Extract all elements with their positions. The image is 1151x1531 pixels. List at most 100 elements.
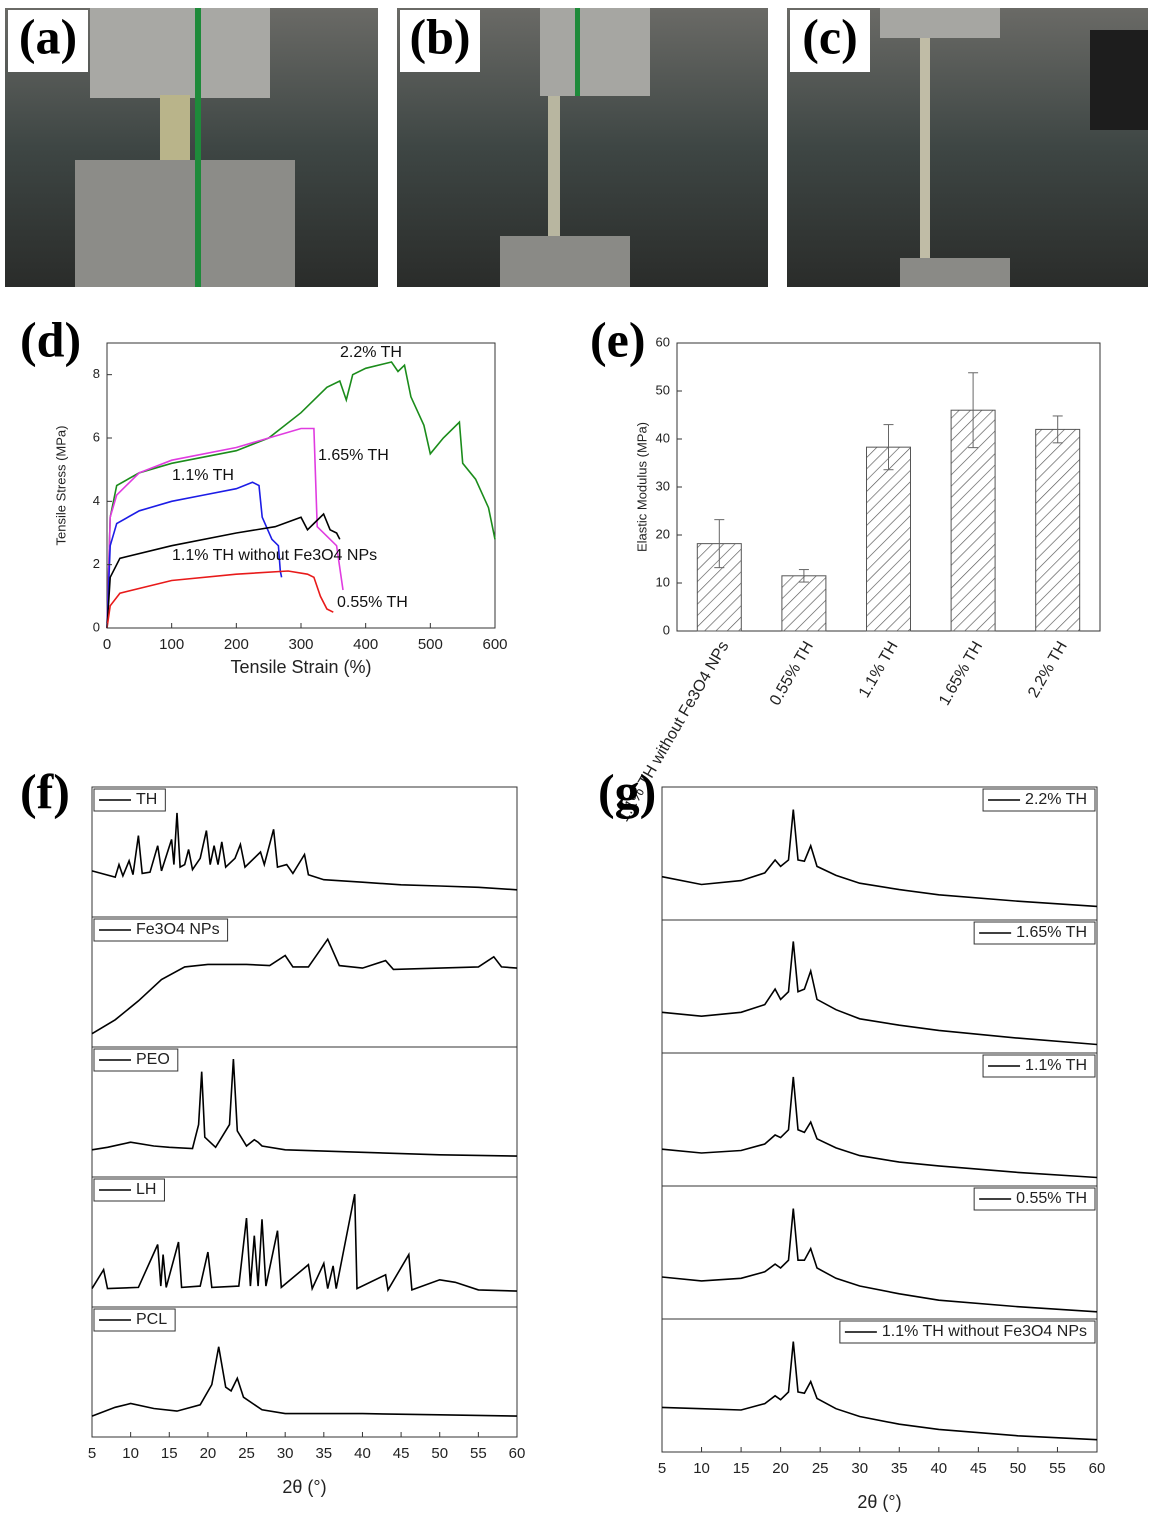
bar: [866, 446, 911, 632]
pattern-line: [91, 1059, 518, 1157]
x-axis-label: 2θ (°): [282, 1477, 326, 1497]
legend-label: LH: [136, 1181, 156, 1198]
line: [106, 427, 344, 629]
x-tick-label: 30: [851, 1460, 868, 1477]
x-tick-label: 40: [930, 1460, 947, 1477]
x-axis-label: Tensile Strain (%): [230, 657, 371, 677]
line: [106, 481, 283, 629]
legend-box: [982, 788, 1096, 812]
x-tick-label: 55: [470, 1445, 487, 1462]
x-axis-label: 2θ (°): [857, 1492, 901, 1512]
x-tick-label: 15: [733, 1460, 750, 1477]
series-label: 0.55% TH: [337, 594, 408, 611]
x-tick-label: 300: [288, 636, 313, 653]
legend-label: PCL: [136, 1311, 167, 1328]
legend-box: [982, 1054, 1096, 1078]
y-axis-label: Tensile Stress (MPa): [53, 426, 68, 546]
line: [106, 512, 341, 629]
pattern-line: [661, 1341, 1098, 1441]
x-tick-label: 35: [315, 1445, 332, 1462]
x-tick-label: 10: [122, 1445, 139, 1462]
x-tick-label: 60: [1089, 1460, 1106, 1477]
pattern-line: [91, 1193, 518, 1293]
y-tick-label: 20: [656, 526, 670, 541]
legend-label: 2.2% TH: [1025, 791, 1087, 808]
y-axis-label: Elastic Modulus (MPa): [634, 422, 649, 552]
plot-frame: [106, 342, 496, 629]
x-tick-label: 1.1% TH: [856, 639, 902, 701]
series-label: 1.1% TH: [172, 467, 234, 484]
x-tick-label: 45: [970, 1460, 987, 1477]
line: [106, 570, 334, 629]
photo-b: (b): [397, 8, 768, 287]
y-tick-label: 10: [656, 574, 670, 589]
x-tick-label: 0.55% TH: [767, 639, 817, 709]
legend-label: 1.1% TH: [1025, 1057, 1087, 1074]
y-tick-label: 40: [656, 430, 670, 445]
y-tick-label: 50: [656, 382, 670, 397]
x-tick-label: 1.65% TH: [936, 639, 986, 709]
y-tick-label: 6: [93, 429, 100, 444]
x-tick-label: 0: [103, 636, 111, 653]
y-tick-label: 8: [93, 366, 100, 381]
bar: [781, 575, 827, 632]
panel-label: (c): [802, 8, 858, 64]
x-tick-label: 30: [277, 1445, 294, 1462]
x-tick-label: 100: [159, 636, 184, 653]
x-tick-label: 200: [224, 636, 249, 653]
legend-label: 1.65% TH: [1016, 924, 1087, 941]
panel-label: (d): [20, 311, 81, 367]
x-tick-label: 50: [431, 1445, 448, 1462]
y-tick-label: 2: [93, 556, 100, 571]
pattern-line: [91, 1346, 518, 1417]
pattern-line: [661, 1076, 1098, 1179]
y-tick-label: 0: [93, 619, 100, 634]
x-tick-label: 400: [353, 636, 378, 653]
x-tick-label: 10: [693, 1460, 710, 1477]
x-tick-label: 600: [482, 636, 507, 653]
x-tick-label: 15: [161, 1445, 178, 1462]
subplot-frame: [661, 1318, 1098, 1453]
x-tick-label: 20: [200, 1445, 217, 1462]
x-tick-label: 5: [658, 1460, 666, 1477]
series-label: 2.2% TH: [340, 344, 402, 361]
x-tick-label: 500: [418, 636, 443, 653]
series-label: 1.65% TH: [318, 447, 389, 464]
legend-box: [93, 1308, 176, 1332]
photo-c: (c): [787, 8, 1148, 287]
series-label: 1.1% TH without Fe3O4 NPs: [172, 547, 377, 564]
panel-label: (e): [590, 311, 646, 367]
y-tick-label: 30: [656, 478, 670, 493]
panel-label: (g): [598, 763, 656, 819]
legend-label: Fe3O4 NPs: [136, 921, 220, 938]
x-tick-label: 25: [238, 1445, 255, 1462]
legend-box: [839, 1320, 1096, 1344]
x-tick-label: 50: [1010, 1460, 1027, 1477]
x-tick-label: 25: [812, 1460, 829, 1477]
pattern-line: [661, 809, 1098, 908]
x-tick-label: 5: [88, 1445, 96, 1462]
legend-box: [973, 1187, 1096, 1211]
pattern-line: [661, 941, 1098, 1046]
x-tick-label: 40: [354, 1445, 371, 1462]
x-tick-label: 55: [1049, 1460, 1066, 1477]
x-tick-label: 35: [891, 1460, 908, 1477]
y-tick-label: 4: [93, 493, 100, 508]
legend-label: PEO: [136, 1051, 170, 1068]
y-tick-label: 0: [663, 622, 670, 637]
x-tick-label: 2.2% TH: [1025, 639, 1071, 701]
pattern-line: [91, 937, 518, 1035]
panel-label: (a): [19, 8, 77, 64]
y-tick-label: 60: [656, 334, 670, 349]
photo-a: (a): [5, 8, 378, 287]
legend-box: [93, 918, 229, 942]
legend-label: 0.55% TH: [1016, 1190, 1087, 1207]
line: [106, 361, 496, 629]
panel-label: (b): [409, 8, 470, 64]
legend-label: TH: [136, 791, 157, 808]
panel-label: (f): [20, 763, 70, 819]
x-tick-label: 20: [772, 1460, 789, 1477]
pattern-line: [661, 1208, 1098, 1313]
x-tick-label: 45: [393, 1445, 410, 1462]
